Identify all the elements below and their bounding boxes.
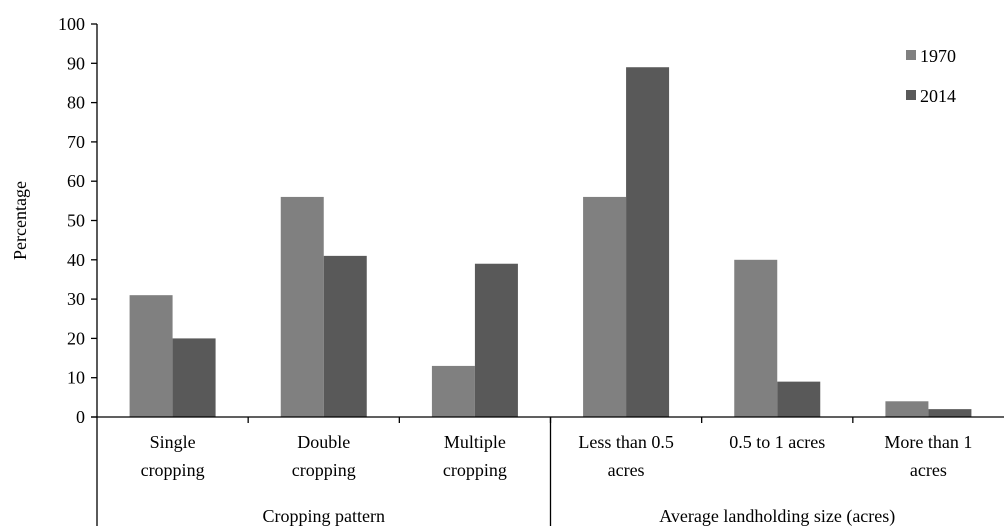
- x-category-label: More than 1: [884, 432, 972, 452]
- x-category-label: cropping: [443, 460, 507, 480]
- x-category-label: Less than 0.5: [578, 432, 673, 452]
- y-tick-label: 100: [58, 14, 85, 34]
- bar-1970-0: [129, 295, 173, 417]
- x-category-label: acres: [608, 460, 645, 480]
- x-category-label: Multiple: [444, 432, 506, 452]
- y-tick-label: 90: [67, 53, 85, 73]
- bar-1970-5: [885, 401, 929, 417]
- legend-swatch-2014: [906, 90, 916, 100]
- x-category-label: cropping: [292, 460, 356, 480]
- y-axis-title: Percentage: [10, 181, 30, 260]
- legend-label-2014: 2014: [920, 86, 956, 106]
- x-category-label: Single: [150, 432, 196, 452]
- y-tick-label: 10: [67, 368, 85, 388]
- bar-2014-5: [928, 409, 972, 417]
- x-category-label: cropping: [141, 460, 205, 480]
- group-label: Average landholding size (acres): [659, 506, 895, 526]
- x-category-label: Double: [297, 432, 350, 452]
- y-tick-label: 30: [67, 289, 85, 309]
- y-tick-label: 50: [67, 211, 85, 231]
- y-tick-label: 60: [67, 171, 85, 191]
- bar-2014-2: [474, 263, 518, 417]
- bar-2014-0: [172, 338, 216, 417]
- bar-1970-3: [583, 196, 627, 417]
- x-category-label: acres: [910, 460, 947, 480]
- y-tick-label: 0: [76, 407, 85, 427]
- legend-swatch-1970: [906, 50, 916, 60]
- x-category-label: 0.5 to 1 acres: [729, 432, 825, 452]
- bar-2014-1: [323, 255, 367, 417]
- bar-2014-3: [626, 67, 670, 417]
- y-tick-label: 80: [67, 93, 85, 113]
- bar-1970-4: [734, 259, 778, 417]
- group-label: Cropping pattern: [263, 506, 385, 526]
- y-tick-label: 40: [67, 250, 85, 270]
- legend-label-1970: 1970: [920, 46, 956, 66]
- y-tick-label: 20: [67, 328, 85, 348]
- bar-1970-1: [280, 196, 324, 417]
- bar-2014-4: [777, 381, 821, 417]
- y-tick-label: 70: [67, 132, 85, 152]
- bar-1970-2: [431, 365, 475, 417]
